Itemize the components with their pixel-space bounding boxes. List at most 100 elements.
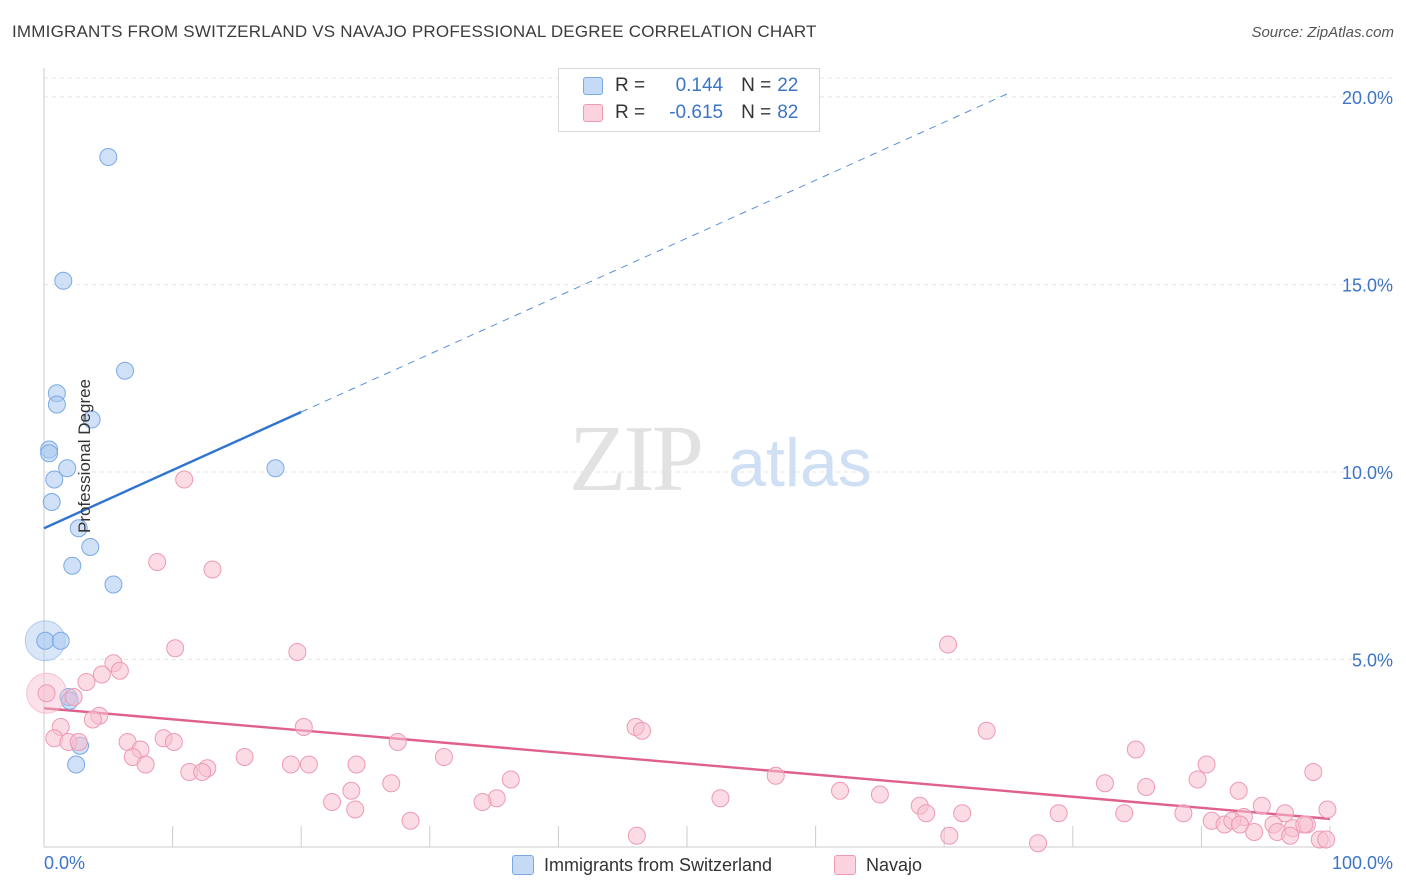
data-point-navajo	[766, 766, 785, 785]
source-label: Source: ZipAtlas.com	[1251, 24, 1394, 41]
data-point-navajo	[940, 826, 959, 845]
data-point-switzerland	[266, 459, 285, 478]
legend-row-switzerland: R = 0.144 N = 22	[583, 74, 798, 98]
legend-row-navajo: R = -0.615 N = 82	[583, 101, 798, 125]
tick-labels: 5.0% 10.0% 15.0% 20.0% 0.0% 100.0%	[44, 88, 1393, 873]
data-point-navajo	[870, 785, 889, 804]
data-point-navajo	[1229, 781, 1248, 800]
data-point-navajo	[193, 763, 212, 781]
data-point-navajo	[136, 755, 155, 774]
data-point-switzerland	[81, 538, 100, 556]
data-point-navajo	[83, 710, 102, 729]
data-point-navajo	[166, 639, 185, 658]
legend-label-switzerland: Immigrants from Switzerland	[544, 854, 773, 875]
data-points	[24, 148, 1337, 853]
chart-title: IMMIGRANTS FROM SWITZERLAND VS NAVAJO PR…	[12, 22, 817, 41]
data-point-navajo	[110, 661, 129, 680]
data-point-navajo	[1317, 830, 1336, 849]
legend-n-label: N =	[741, 75, 772, 96]
y-axis-label: Professional Degree	[75, 378, 95, 534]
data-point-navajo	[977, 721, 996, 740]
correlation-legend: R = 0.144 N = 22 R = -0.615 N = 82	[558, 68, 820, 132]
data-point-switzerland	[63, 556, 82, 575]
data-point-switzerland	[42, 493, 61, 511]
legend-item-navajo[interactable]: Navajo	[834, 852, 922, 878]
data-point-switzerland	[67, 755, 86, 774]
data-point-navajo	[939, 635, 958, 654]
trend-lines	[43, 92, 1331, 821]
data-point-navajo	[342, 781, 361, 800]
grid-lines	[44, 77, 1394, 660]
data-point-navajo	[401, 811, 420, 830]
data-point-navajo	[1318, 800, 1337, 819]
data-point-switzerland	[45, 470, 64, 489]
data-point-navajo	[1115, 804, 1134, 823]
data-point-navajo	[1281, 826, 1300, 845]
trend-line	[43, 410, 302, 530]
data-point-switzerland	[36, 631, 55, 650]
data-point-navajo	[1095, 774, 1114, 793]
data-point-switzerland	[69, 519, 88, 538]
data-point-navajo	[1245, 823, 1264, 841]
legend-n-value: 22	[777, 75, 799, 96]
legend-item-switzerland[interactable]: Immigrants from Switzerland	[512, 852, 772, 878]
data-point-switzerland	[116, 361, 135, 380]
data-point-navajo	[382, 774, 401, 793]
x-tick-label: 0.0%	[44, 853, 85, 873]
watermark-zip: ZIP	[569, 407, 701, 511]
data-point-navajo	[953, 804, 972, 823]
legend-r-label: R =	[615, 75, 646, 96]
data-point-navajo	[1029, 834, 1048, 853]
data-point-navajo	[1126, 740, 1145, 759]
data-point-navajo	[203, 560, 222, 579]
data-point-navajo	[77, 673, 96, 691]
data-point-navajo	[294, 718, 313, 736]
legend-r-value: -0.615	[669, 102, 724, 123]
data-point-navajo	[1230, 815, 1249, 834]
data-point-navajo	[711, 789, 730, 808]
y-tick-label: 15.0%	[1342, 276, 1393, 296]
trend-line	[43, 707, 1331, 821]
x-tick-label: 100.0%	[1332, 853, 1393, 873]
data-point-navajo	[347, 755, 366, 774]
data-point-switzerland	[99, 148, 118, 166]
data-point-switzerland	[47, 395, 66, 414]
data-point-switzerland	[58, 459, 77, 478]
data-point-navajo	[323, 793, 342, 811]
legend-swatch-switzerland	[583, 77, 603, 95]
data-point-navajo	[627, 826, 646, 845]
data-point-navajo	[299, 755, 318, 774]
legend-r-label: R =	[615, 102, 646, 123]
data-point-navajo	[388, 733, 407, 751]
data-point-navajo	[501, 770, 520, 789]
trend-line-dashed	[300, 92, 1009, 413]
data-point-navajo	[1252, 796, 1271, 815]
data-point-navajo	[346, 800, 365, 819]
data-point-navajo	[831, 781, 850, 800]
data-point-navajo	[175, 470, 194, 489]
data-point-switzerland	[82, 410, 101, 429]
axes	[43, 68, 1331, 848]
data-point-navajo	[632, 721, 651, 740]
y-tick-label: 5.0%	[1352, 651, 1393, 671]
data-point-switzerland	[54, 271, 73, 290]
data-point-navajo	[1174, 804, 1193, 823]
legend-n-label: N =	[741, 102, 772, 123]
data-point-navajo	[917, 804, 936, 823]
data-point-navajo	[92, 665, 111, 684]
legend-swatch-navajo	[834, 855, 856, 875]
data-point-navajo	[164, 733, 183, 751]
data-point-navajo	[1049, 804, 1068, 823]
data-point-navajo	[281, 755, 300, 774]
data-point-navajo	[1275, 804, 1294, 823]
data-point-navajo	[434, 748, 453, 766]
data-point-navajo	[148, 553, 167, 571]
y-tick-label: 20.0%	[1342, 88, 1393, 108]
data-point-navajo	[64, 688, 83, 706]
watermark-atlas: atlas	[728, 425, 872, 501]
legend-swatch-navajo	[583, 104, 603, 122]
data-point-switzerland	[40, 444, 59, 463]
data-point-navajo	[235, 748, 254, 766]
legend-n-value: 82	[777, 102, 799, 123]
